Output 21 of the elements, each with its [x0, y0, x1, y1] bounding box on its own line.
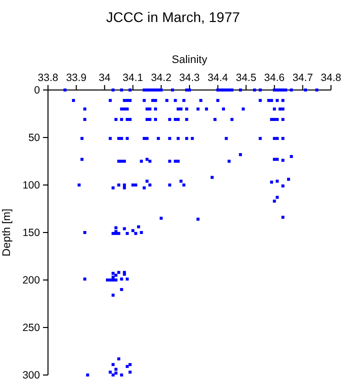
y-tick-label: 150 [22, 227, 40, 240]
y-tick-label: 50 [28, 132, 40, 144]
x-tick-label: 33.9 [66, 72, 87, 84]
x-tick-label: 34.7 [292, 72, 314, 84]
x-tick-label: 34.4 [208, 72, 228, 84]
x-tick-label: 34.1 [122, 72, 144, 84]
x-tick-label: 34.5 [236, 72, 256, 84]
y-tick-label: 100 [22, 180, 40, 192]
x-tick-label: 33.8 [38, 72, 58, 84]
x-tick-label: 34.8 [320, 72, 342, 84]
y-axis-title: Depth [m] [1, 208, 13, 256]
x-axis-title: Salinity [172, 54, 208, 66]
chart-title: JCCC in March, 1977 [106, 9, 240, 25]
x-tick-label: 34.2 [150, 72, 172, 84]
y-tick-label: 300 [22, 370, 40, 382]
x-tick-label: 34.6 [264, 72, 285, 84]
y-tick-label: 200 [22, 274, 40, 287]
x-tick-label: 34 [98, 72, 111, 84]
x-tick-label: 34.3 [179, 72, 200, 84]
y-tick-label: 250 [22, 322, 40, 334]
y-tick-label: 0 [34, 84, 40, 97]
